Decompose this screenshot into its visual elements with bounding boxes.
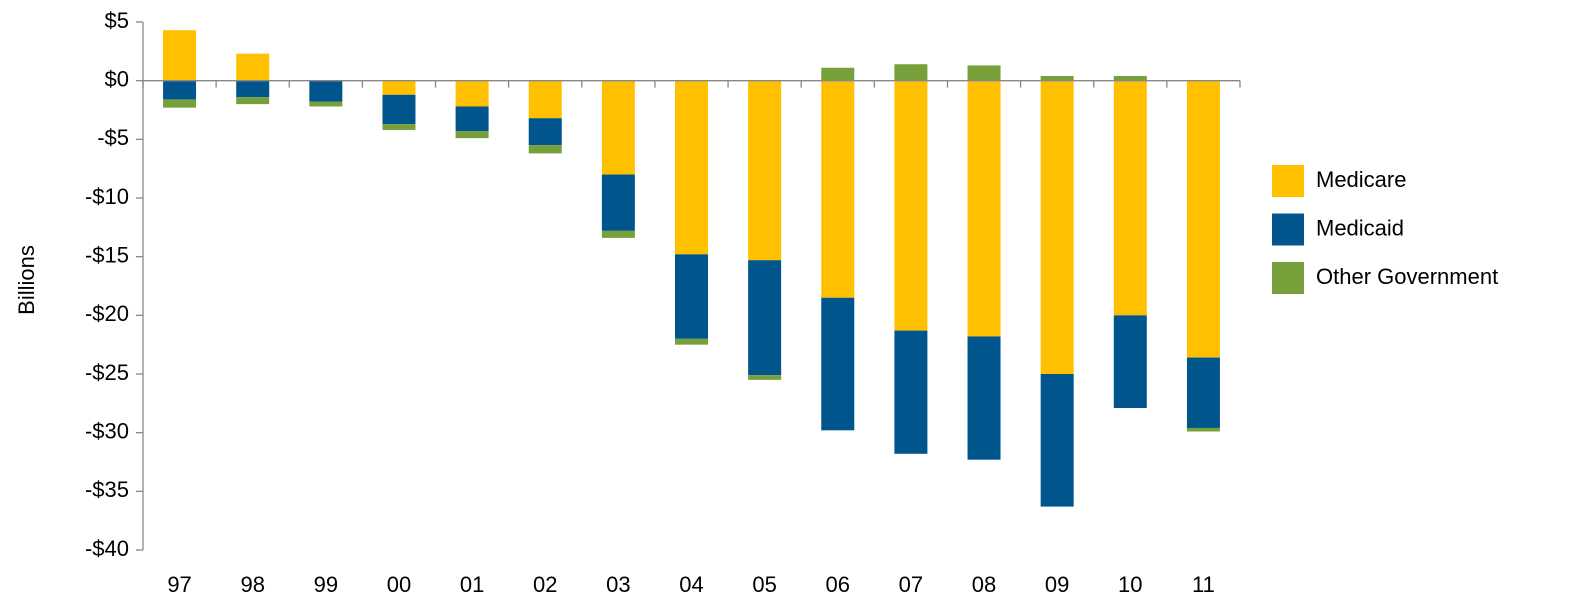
bar-segment — [675, 80, 708, 255]
bar-segment — [236, 97, 270, 105]
bar-segment — [894, 330, 928, 454]
legend-label: Medicaid — [1316, 215, 1404, 240]
bar-segment — [821, 80, 855, 298]
bar-segment — [236, 80, 270, 98]
bar-segment — [455, 131, 489, 139]
legend-label: Other Government — [1316, 264, 1498, 289]
legend-swatch — [1272, 213, 1304, 246]
y-tick-label: -$5 — [97, 125, 129, 150]
bar-segment — [1186, 357, 1220, 428]
bar-segment — [601, 80, 635, 175]
y-tick-label: -$40 — [85, 536, 129, 561]
y-tick-label: -$25 — [85, 360, 129, 385]
bar-segment — [1113, 315, 1147, 409]
bar-segment — [309, 101, 343, 107]
bar-segment — [967, 336, 1001, 460]
x-tick-label: 11 — [1192, 572, 1215, 597]
x-tick-label: 09 — [1045, 572, 1069, 597]
y-tick-label: -$20 — [85, 301, 129, 326]
x-tick-label: 01 — [460, 572, 484, 597]
bar-segment — [821, 67, 855, 81]
x-tick-label: 10 — [1118, 572, 1142, 597]
y-tick-label: -$15 — [85, 242, 129, 267]
x-tick-label: 98 — [240, 572, 264, 597]
y-axis-label: Billions — [14, 245, 39, 315]
x-tick-label: 06 — [826, 572, 850, 597]
y-tick-label: -$10 — [85, 184, 129, 209]
x-tick-label: 03 — [606, 572, 630, 597]
bar-segment — [821, 297, 855, 431]
bar-segment — [1040, 75, 1074, 81]
bar-segment — [309, 80, 343, 102]
bar-segment — [236, 53, 270, 81]
x-tick-label: 00 — [387, 572, 411, 597]
y-tick-label: $0 — [105, 66, 129, 91]
x-tick-label: 04 — [679, 572, 703, 597]
bar-segment — [163, 99, 197, 108]
bar-segment — [528, 80, 562, 119]
bar-segment — [528, 118, 562, 146]
bar-segment — [163, 30, 197, 81]
bar-segment — [455, 106, 489, 132]
y-tick-label: $5 — [105, 8, 129, 33]
y-tick-label: -$35 — [85, 477, 129, 502]
legend-swatch — [1272, 262, 1304, 294]
bar-segment — [1113, 75, 1147, 81]
bar-segment — [601, 174, 635, 231]
x-tick-label: 08 — [972, 572, 996, 597]
bar-segment — [748, 375, 782, 380]
legend-label: Medicare — [1316, 167, 1406, 192]
bar-segment — [163, 80, 197, 100]
bar-segment — [1113, 80, 1147, 316]
legend-swatch — [1272, 165, 1304, 197]
bar-segment — [748, 260, 782, 376]
bar-segment — [1186, 427, 1220, 432]
bar-segment — [675, 338, 708, 345]
bar-segment — [382, 80, 416, 95]
x-tick-label: 97 — [167, 572, 191, 597]
bar-segment — [382, 124, 416, 130]
bar-segment — [1186, 80, 1220, 358]
bar-segment — [675, 254, 708, 339]
bar-segment — [967, 80, 1001, 337]
bar-segment — [382, 94, 416, 125]
bar-segment — [894, 64, 928, 81]
y-tick-label: -$30 — [85, 418, 129, 443]
bar-segment — [1040, 80, 1074, 375]
x-tick-label: 07 — [899, 572, 923, 597]
bar-segment — [1040, 374, 1074, 507]
bar-segment — [528, 145, 562, 154]
bar-segment — [601, 230, 635, 238]
bar-segment — [894, 80, 928, 331]
bar-segment — [748, 80, 782, 261]
x-tick-label: 02 — [533, 572, 557, 597]
bar-segment — [967, 65, 1001, 81]
bar-segment — [455, 80, 489, 107]
x-tick-label: 99 — [314, 572, 338, 597]
x-tick-label: 05 — [752, 572, 776, 597]
